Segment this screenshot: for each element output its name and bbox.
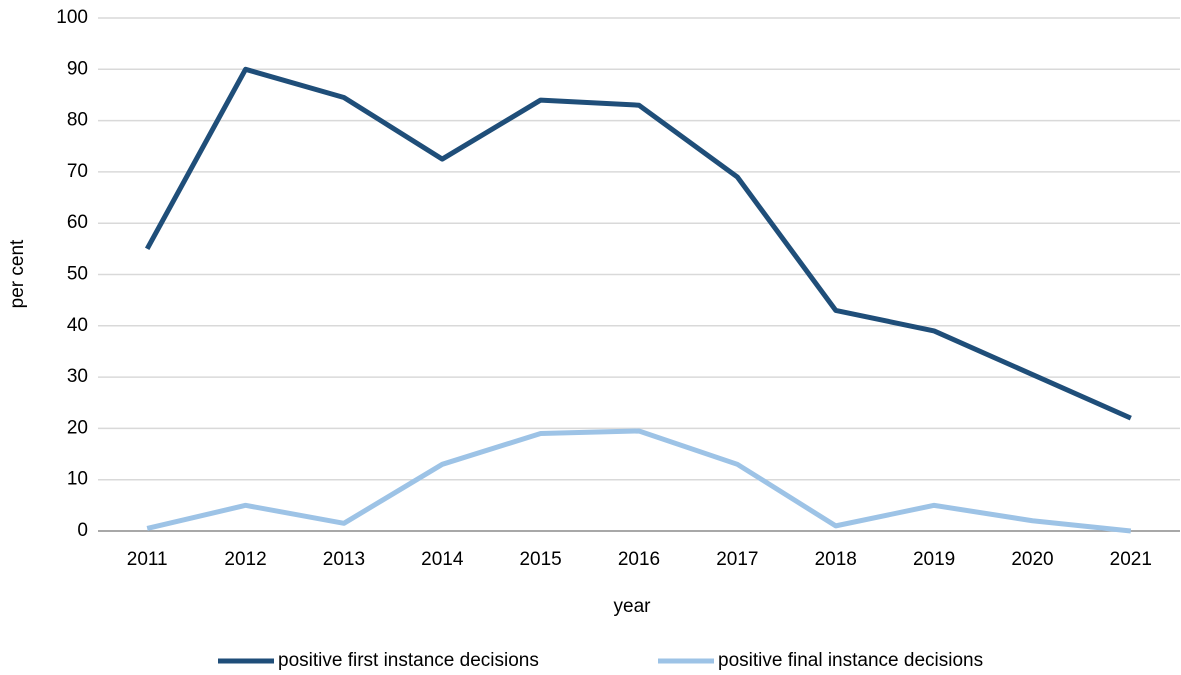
y-tick-label: 40	[67, 315, 88, 336]
y-tick-label: 80	[67, 110, 88, 131]
y-tick-label: 90	[67, 58, 88, 79]
x-tick-label: 2016	[618, 549, 660, 570]
x-tick-label: 2020	[1011, 549, 1053, 570]
y-tick-label: 10	[67, 469, 88, 490]
x-tick-label: 2017	[716, 549, 758, 570]
y-tick-label: 50	[67, 264, 88, 285]
x-tick-label: 2013	[323, 549, 365, 570]
y-tick-label: 100	[56, 7, 88, 28]
line-series	[144, 66, 1132, 421]
y-tick-label: 0	[77, 520, 88, 541]
y-tick-label: 20	[67, 417, 88, 438]
x-tick-label: 2019	[913, 549, 955, 570]
x-tick-label: 2011	[127, 549, 168, 570]
y-tick-label: 60	[67, 212, 88, 233]
x-tick-label: 2015	[519, 549, 561, 570]
x-tick-label: 2021	[1110, 549, 1152, 570]
x-axis-title: year	[614, 596, 652, 617]
x-tick-label: 2012	[224, 549, 266, 570]
legend-label: positive first instance decisions	[278, 650, 539, 671]
y-tick-label: 70	[67, 161, 88, 182]
y-tick-label: 30	[67, 366, 88, 387]
line-series	[146, 428, 1132, 534]
legend-label: positive final instance decisions	[718, 650, 983, 671]
x-tick-label: 2018	[815, 549, 857, 570]
x-tick-label: 2014	[421, 549, 464, 570]
y-axis-title: per cent	[7, 239, 28, 308]
